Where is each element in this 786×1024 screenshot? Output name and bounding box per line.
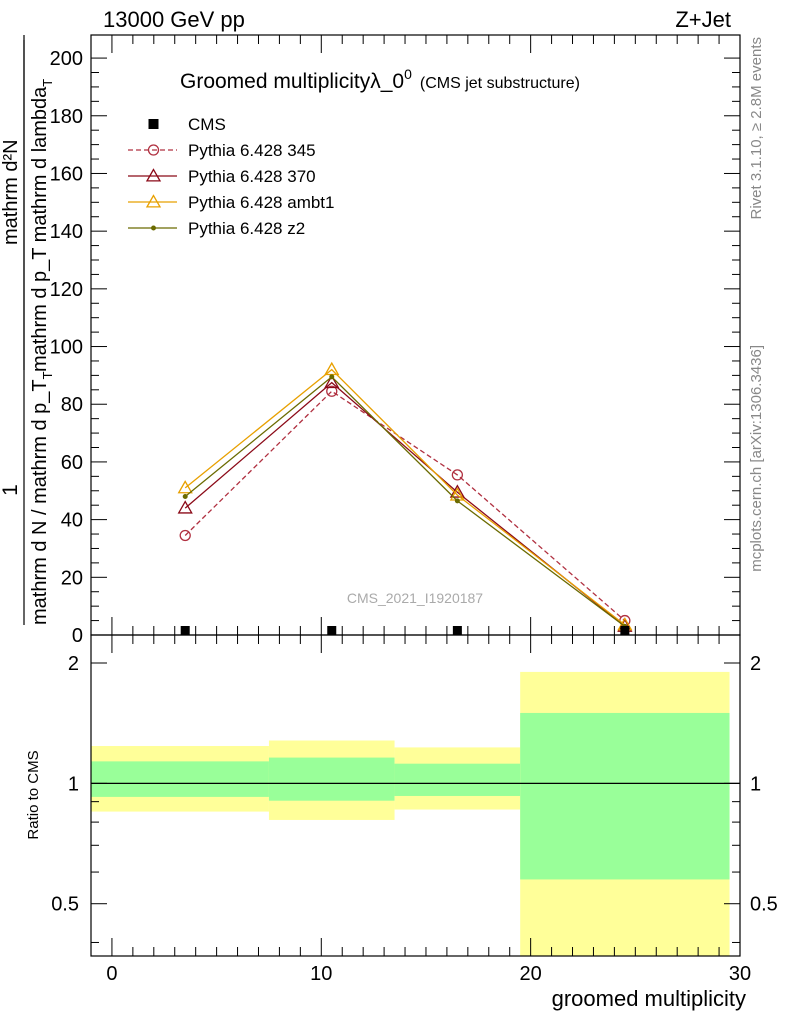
series-point <box>326 385 338 397</box>
series-line <box>184 368 626 626</box>
series-line <box>184 375 626 627</box>
header-right: Z+Jet <box>675 7 731 32</box>
ratio-y-tick-label: 2 <box>68 653 79 675</box>
x-tick-label: 10 <box>310 963 332 985</box>
ylabel-denominator-text: mathrm d N / mathrm d p_T <box>29 379 51 625</box>
legend-entry: Pythia 6.428 ambt1 <box>128 193 334 212</box>
series-point <box>145 194 162 208</box>
ratio-band-green <box>91 761 269 797</box>
ratio-y-tick-label: 1 <box>68 773 79 795</box>
main-y-axis: 0 20 40 60 80 100 120 140 160 180 200 <box>50 48 740 647</box>
series-point <box>177 480 193 494</box>
legend-entry: CMS <box>148 115 226 134</box>
series-point <box>177 500 193 514</box>
series-point <box>451 469 464 481</box>
ylabel-rhs-denominator: mathrm d p_T mathrm d lambdaT <box>29 79 55 372</box>
chart-title-main: Groomed multiplicityλ_0 <box>180 70 404 93</box>
ylabel-numerator: 1 <box>0 484 22 496</box>
data-series <box>177 361 633 635</box>
chart-title-sub: (CMS jet substructure) <box>420 75 580 92</box>
y-tick-label: 200 <box>50 48 83 70</box>
chart-title-sup: 0 <box>404 66 412 82</box>
legend-label: Pythia 6.428 z2 <box>188 219 305 238</box>
ratio-y-tick-label: 0.5 <box>51 894 79 916</box>
series-point <box>179 529 191 542</box>
ratio-y-label: Ratio to CMS <box>25 750 42 839</box>
legend-label: Pythia 6.428 345 <box>188 141 316 160</box>
y-tick-label: 40 <box>61 510 83 532</box>
ylabel-denominator-sub: T <box>40 371 55 379</box>
series-point <box>454 498 460 504</box>
mcplots-label: mcplots.cern.ch [arXiv:1306.3436] <box>748 345 765 572</box>
y-tick-label: 20 <box>61 567 83 589</box>
series-point <box>329 374 335 380</box>
legend: CMS Pythia 6.428 345 Pythia 6.428 370 Pythi… <box>128 115 334 238</box>
cms-point <box>452 626 462 635</box>
ratio-y-tick-label-right: 1 <box>750 773 761 795</box>
ylabel-rhs-numerator: mathrm d²N <box>0 139 22 245</box>
series-line <box>184 390 626 622</box>
main-y-label: 1 mathrm d N / mathrm d p_TT mathrm d²N … <box>0 35 55 625</box>
ylabel-denominator: mathrm d N / mathrm d p_TT <box>29 371 55 625</box>
legend-entry: Pythia 6.428 370 <box>128 167 316 186</box>
watermark: CMS_2021_I1920187 <box>347 590 483 606</box>
legend-marker <box>148 119 159 129</box>
series-point <box>151 225 156 231</box>
y-tick-label: 100 <box>50 337 83 359</box>
rivet-label: Rivet 3.1.10, ≥ 2.8M events <box>748 37 765 220</box>
series-point <box>145 168 162 182</box>
legend-entry: Pythia 6.428 z2 <box>128 219 305 238</box>
cms-point <box>327 626 337 635</box>
y-tick-label: 80 <box>61 394 83 416</box>
legend-label: Pythia 6.428 370 <box>188 167 316 186</box>
series-point <box>182 494 188 500</box>
x-tick-label: 30 <box>729 963 751 985</box>
y-tick-label: 120 <box>50 279 83 301</box>
legend-entry: Pythia 6.428 345 <box>128 141 316 160</box>
x-tick-label: 0 <box>106 963 117 985</box>
x-tick-label: 20 <box>520 963 542 985</box>
x-axis: 0 10 20 30 <box>90 35 751 985</box>
legend-label: CMS <box>188 115 226 134</box>
ratio-y-tick-label-right: 0.5 <box>750 894 778 916</box>
cms-point <box>180 626 190 635</box>
series-point <box>147 144 160 156</box>
ylabel-rhs-denominator-text: mathrm d p_T mathrm d lambda <box>29 86 51 372</box>
header-left: 13000 GeV pp <box>103 7 245 32</box>
cms-point <box>620 626 630 635</box>
series-point <box>324 374 340 389</box>
ylabel-rhs-sub: T <box>40 79 55 87</box>
ratio-band-green <box>268 757 395 801</box>
series-cms <box>180 626 630 635</box>
y-tick-label: 180 <box>50 106 83 128</box>
x-axis-label: groomed multiplicity <box>552 986 746 1011</box>
y-tick-label: 140 <box>50 221 83 243</box>
ratio-bands <box>91 671 730 956</box>
ratio-band-green <box>520 712 730 880</box>
legend-label: Pythia 6.428 ambt1 <box>188 193 334 212</box>
y-tick-label: 0 <box>72 625 83 647</box>
y-tick-label: 160 <box>50 163 83 185</box>
chart-title: Groomed multiplicityλ_00 (CMS jet substru… <box>180 66 580 93</box>
ratio-band-green <box>394 763 521 796</box>
ratio-frame <box>90 634 741 957</box>
ratio-y-tick-label-right: 2 <box>750 653 761 675</box>
y-tick-label: 60 <box>61 452 83 474</box>
